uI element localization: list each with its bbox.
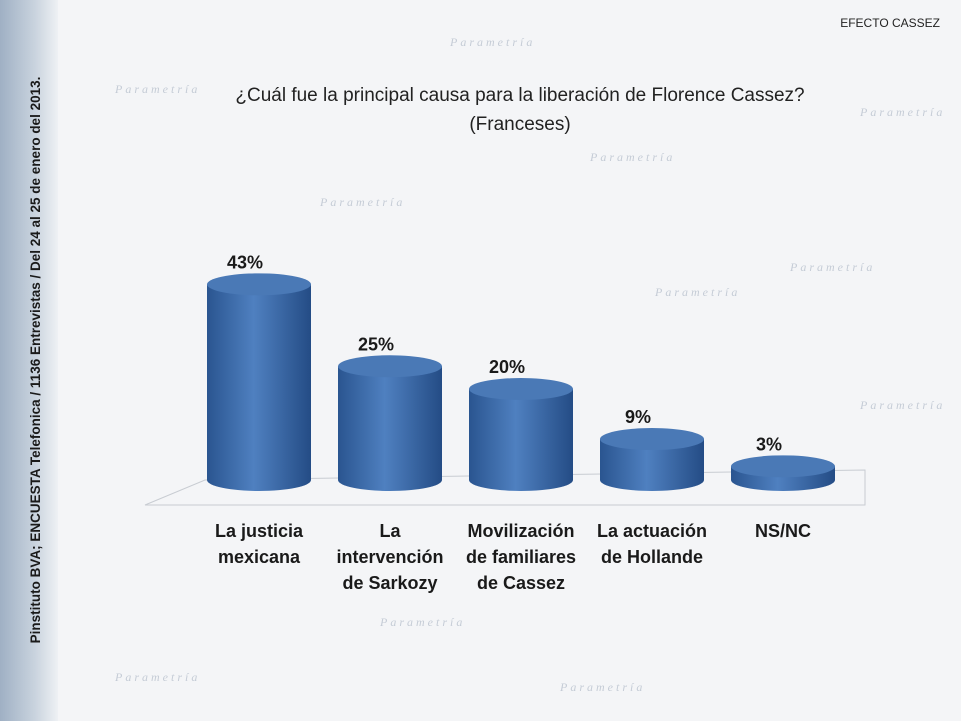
watermark: Parametría (790, 260, 876, 274)
bar (207, 284, 311, 491)
bar-top (338, 355, 442, 378)
bar (469, 389, 573, 491)
floor (144, 469, 866, 506)
watermark: Parametría (655, 285, 741, 299)
side-strip (0, 0, 58, 721)
chart-subtitle: (Franceses) (469, 114, 570, 135)
watermark: Parametría (860, 105, 946, 119)
bar (338, 366, 442, 491)
data-label: 20% (489, 357, 525, 377)
watermark: Parametría (450, 35, 536, 49)
data-label: 25% (358, 334, 394, 354)
bar-top (731, 455, 835, 478)
source-note: Pinstituto BVA; ENCUESTA Telefonica / 11… (28, 77, 43, 644)
watermark: Parametría (560, 680, 646, 694)
x-tick-label: La justicia mexicana (214, 521, 304, 567)
watermark: Parametría (115, 82, 201, 96)
data-label: 3% (756, 434, 782, 454)
data-label: 9% (625, 407, 651, 427)
watermark: Parametría (860, 398, 946, 412)
bar-top (469, 378, 573, 400)
bar (600, 439, 704, 491)
x-tick-label: NS/NC (754, 521, 811, 541)
chart-title: ¿Cuál fue la principal causa para la lib… (235, 85, 804, 106)
bar-top (207, 273, 311, 296)
header: EFECTO CASSEZ (840, 16, 940, 30)
x-tick-label: Movilización de familiares de Cassez (465, 521, 577, 593)
x-tick-label: La actuación de Hollande (596, 521, 708, 567)
x-tick-label: La intervención de Sarkozy (336, 521, 444, 593)
data-label: 43% (227, 252, 263, 272)
watermark: Parametría (380, 615, 466, 629)
watermark: Parametría (590, 150, 676, 164)
watermark: Parametría (320, 195, 406, 209)
bar-top (600, 428, 704, 451)
watermark: Parametría (115, 670, 201, 684)
